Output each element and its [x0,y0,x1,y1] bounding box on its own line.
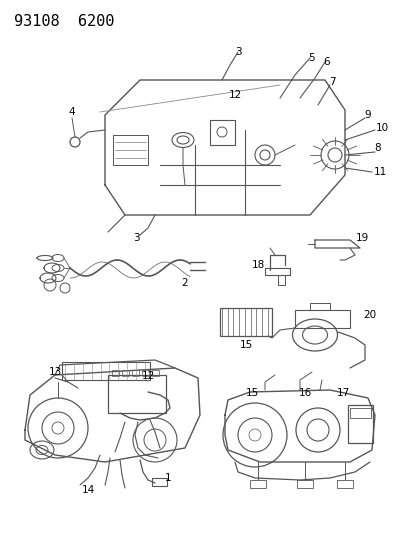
Bar [152,370,159,376]
Bar [219,308,271,336]
Bar [296,480,312,488]
Text: 20: 20 [363,310,376,320]
Bar [132,370,139,376]
Text: 14: 14 [81,485,95,495]
Text: 15: 15 [239,340,252,350]
Text: 1: 1 [164,473,171,483]
Text: 11: 11 [373,167,386,177]
Bar [62,362,150,380]
Text: 16: 16 [298,388,311,398]
Bar [347,405,372,443]
Bar [349,408,370,418]
Text: 13: 13 [48,367,62,377]
Bar [152,478,166,486]
Text: 17: 17 [335,388,349,398]
Text: 18: 18 [251,260,264,270]
Text: 7: 7 [328,77,335,87]
Text: 3: 3 [234,47,241,57]
Text: 9: 9 [364,110,370,120]
Bar [108,375,166,413]
Text: 12: 12 [141,371,154,381]
Bar [142,370,149,376]
Text: 2: 2 [181,278,188,288]
Text: 12: 12 [228,90,241,100]
Text: 10: 10 [375,123,388,133]
Text: 6: 6 [323,57,330,67]
Text: 8: 8 [374,143,380,153]
Bar [249,480,266,488]
Text: 4: 4 [69,107,75,117]
Text: 93108  6200: 93108 6200 [14,14,114,29]
Text: 19: 19 [354,233,368,243]
Bar [112,370,119,376]
Text: 3: 3 [133,233,139,243]
Text: 15: 15 [245,388,258,398]
Bar [294,310,349,328]
Bar [336,480,352,488]
Bar [122,370,129,376]
Text: 5: 5 [308,53,315,63]
